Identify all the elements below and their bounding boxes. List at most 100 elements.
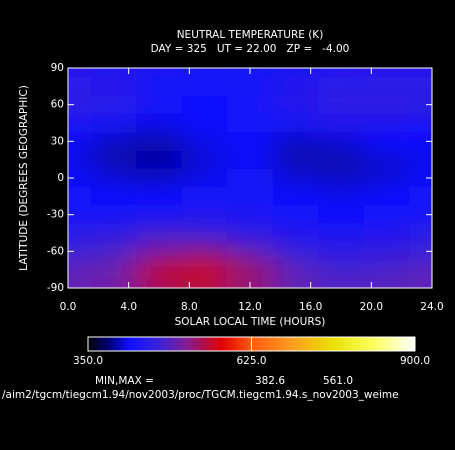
heat-cell (227, 95, 274, 115)
heat-cell (272, 205, 319, 225)
heat-cell (409, 68, 432, 78)
heat-cell (90, 187, 137, 206)
x-tick-label: 0.0 (60, 301, 77, 313)
heat-cell (363, 278, 410, 288)
heat-cell (363, 205, 410, 225)
heat-cell (409, 95, 432, 115)
heat-cell (318, 113, 365, 133)
heat-cell (136, 77, 183, 96)
x-tick-label: 8.0 (181, 301, 198, 313)
heat-cell (272, 242, 319, 261)
y-tick-label: 60 (51, 99, 64, 111)
heat-cell (68, 95, 92, 115)
heat-cell (318, 223, 365, 243)
heat-cell (409, 223, 432, 243)
y-tick-label: 30 (51, 135, 64, 147)
heat-cell (136, 278, 183, 288)
heat-cell (409, 260, 432, 280)
heat-cell (90, 242, 137, 261)
heat-cell (90, 132, 137, 151)
heat-cell (68, 278, 92, 288)
heat-cell (181, 150, 228, 170)
heat-cell (363, 95, 410, 115)
heat-cell (318, 205, 365, 225)
heat-cell (363, 223, 410, 243)
heat-cell (90, 205, 137, 225)
x-axis-label: SOLAR LOCAL TIME (HOURS) (175, 316, 326, 328)
heat-cell (227, 77, 274, 96)
y-tick-label: -90 (47, 282, 64, 294)
heat-cell (90, 77, 137, 96)
x-tick-label: 16.0 (299, 301, 322, 313)
heat-cell (90, 95, 137, 115)
heat-cell (227, 168, 274, 188)
heat-cell (136, 132, 183, 151)
heat-cell (181, 77, 228, 96)
heat-cell (90, 260, 137, 280)
heat-cell (181, 168, 228, 188)
heat-cell (68, 168, 92, 188)
heat-cell (68, 187, 92, 206)
heat-cell (272, 68, 319, 78)
heat-cell (363, 187, 410, 206)
heat-cell (227, 260, 274, 280)
heat-cell (409, 168, 432, 188)
heat-cell (272, 77, 319, 96)
heat-cell (68, 242, 92, 261)
x-tick-label: 12.0 (238, 301, 261, 313)
heat-cell (363, 242, 410, 261)
heat-cell (181, 260, 228, 280)
heat-cell (136, 223, 183, 243)
heat-cell (318, 132, 365, 151)
chart-subtitle: DAY = 325 UT = 22.00 ZP = -4.00 (151, 43, 350, 55)
heat-cell (318, 278, 365, 288)
chart-title: NEUTRAL TEMPERATURE (K) (177, 29, 324, 41)
heat-cell (318, 168, 365, 188)
heat-cell (409, 278, 432, 288)
heat-cell (318, 150, 365, 170)
heat-cell (90, 150, 137, 170)
heat-cell (90, 278, 137, 288)
heat-cell (181, 113, 228, 133)
colorbar-tick-label: 900.0 (400, 355, 430, 367)
heat-cell (136, 113, 183, 133)
heat-cell (136, 168, 183, 188)
stats-label: MIN,MAX = (95, 375, 154, 387)
heat-cell (68, 205, 92, 225)
heat-cell (318, 95, 365, 115)
y-axis-label: LATITUDE (DEGREES GEOGRAPHIC) (18, 85, 30, 271)
colorbar-tick-label: 350.0 (73, 355, 103, 367)
heat-cell (181, 223, 228, 243)
heat-cell (181, 242, 228, 261)
heat-cell (363, 68, 410, 78)
heat-cell (363, 113, 410, 133)
heat-cell (318, 187, 365, 206)
heat-cell (272, 260, 319, 280)
heat-cell (409, 77, 432, 96)
heat-cell (409, 132, 432, 151)
heat-cell (68, 223, 92, 243)
x-tick-label: 4.0 (120, 301, 137, 313)
y-tick-label: -60 (47, 245, 64, 257)
heat-cell (272, 278, 319, 288)
colorbar-tick-label: 625.0 (236, 355, 266, 367)
heat-cell (68, 150, 92, 170)
heat-cell (272, 95, 319, 115)
heat-cell (318, 260, 365, 280)
heat-cell (272, 150, 319, 170)
heat-cell (136, 205, 183, 225)
heat-cell (90, 168, 137, 188)
heat-cell (409, 242, 432, 261)
x-tick-label: 24.0 (420, 301, 443, 313)
heat-cell (272, 187, 319, 206)
heat-cell (68, 260, 92, 280)
heat-cell (136, 150, 183, 170)
heat-cell (136, 187, 183, 206)
heat-cell (136, 242, 183, 261)
heat-cell (68, 113, 92, 133)
heat-cell (227, 113, 274, 133)
heat-cell (227, 132, 274, 151)
y-tick-label: 0 (57, 172, 64, 184)
heat-cell (318, 68, 365, 78)
